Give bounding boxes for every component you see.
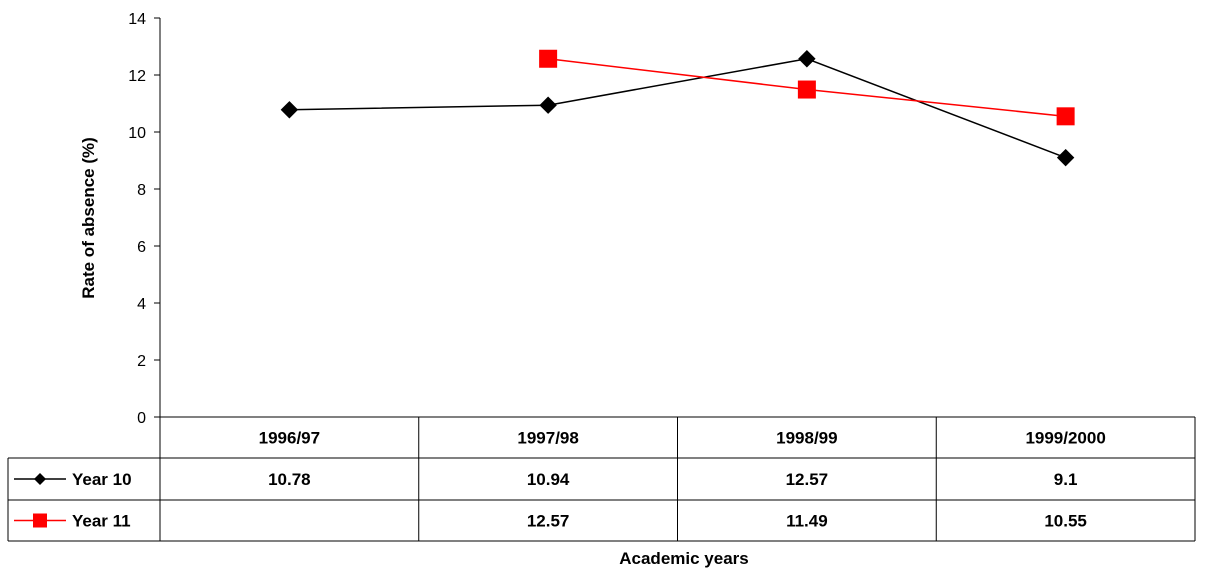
legend-label: Year 11 [72,512,131,531]
plot-markers [280,49,1075,167]
data-point [1056,107,1075,126]
data-table-value: 9.1 [1054,470,1078,489]
x-category-label: 1997/98 [517,429,578,448]
y-tick-label: 0 [137,410,146,427]
series-line-1 [289,57,1066,159]
y-tick-label: 12 [128,68,146,85]
y-ticks: 0 2 4 6 8 10 12 14 [128,11,160,427]
x-axis-title: Academic years [619,549,748,568]
y-axis-title: Rate of absence (%) [79,137,98,299]
legend-label: Year 10 [72,470,132,489]
y-tick-label: 10 [128,125,146,142]
data-table-value: 10.78 [268,470,311,489]
x-category-label: 1999/2000 [1025,429,1105,448]
legend-marker [33,513,47,528]
y-tick-label: 14 [128,11,146,28]
data-table-value: 11.49 [786,512,828,531]
y-tick-label: 8 [137,182,146,199]
x-category-label: 1998/99 [776,429,837,448]
y-tick-label: 4 [137,296,146,313]
data-point [280,101,299,119]
data-table-value: 10.55 [1044,512,1087,531]
data-point [797,80,816,99]
data-table-value: 12.57 [527,512,570,531]
plot-lines [289,57,1066,159]
data-table: 1996/97 1997/98 1998/99 1999/2000 Year 10 10.… [7,416,1196,542]
data-table-value: 12.57 [786,470,829,489]
data-point [798,50,816,68]
data-point [539,96,557,114]
legend-marker [34,473,46,485]
data-table-value: 10.94 [527,470,570,489]
x-category-label: 1996/97 [259,429,320,448]
y-tick-label: 2 [137,353,146,370]
y-tick-label: 6 [137,239,146,256]
data-point [1056,148,1075,167]
data-point [539,49,558,68]
